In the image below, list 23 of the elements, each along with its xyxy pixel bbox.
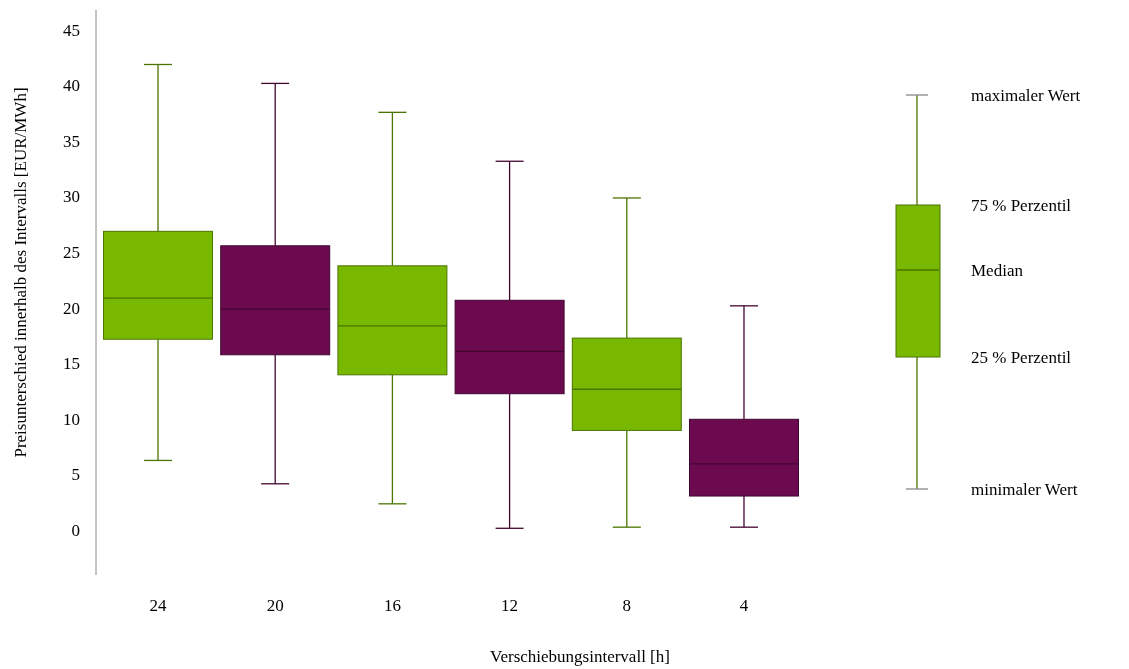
y-tick-label: 5 (71, 465, 80, 485)
text: 75 % Perzentil (971, 195, 1072, 215)
y-tick-label: 10 (63, 409, 80, 429)
text: Median (971, 260, 1024, 280)
x-tick-label: 12 (501, 595, 519, 615)
y-tick-label: 0 (71, 521, 80, 541)
y-tick-label: 20 (63, 298, 80, 318)
x-tick-label: 20 (266, 595, 284, 615)
y-tick-label: 40 (63, 76, 80, 96)
y-tick-label: 30 (63, 187, 80, 207)
x-tick-label: 4 (739, 595, 749, 615)
text: minimaler Wert (971, 479, 1078, 499)
y-tick-label: 45 (63, 20, 80, 40)
x-tick-label: 24 (149, 595, 168, 615)
y-tick-label: 25 (63, 242, 80, 262)
text: 25 % Perzentil (971, 347, 1072, 367)
y-tick-label: 15 (63, 354, 80, 374)
y-tick-label: 35 (63, 131, 80, 151)
text: maximaler Wert (971, 85, 1081, 105)
y-axis-title: Preisunterschied innerhalb des Intervalls [EUR/MWh] (10, 87, 30, 458)
x-tick-label: 8 (622, 595, 632, 615)
x-tick-label: 16 (383, 595, 401, 615)
x-axis-title: Verschiebungsintervall [h] (490, 646, 670, 666)
